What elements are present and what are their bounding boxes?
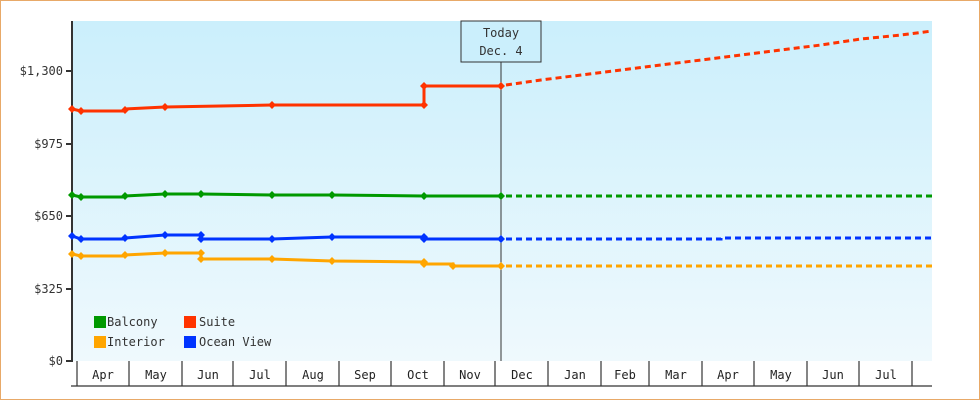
x-tick-label: Aug: [302, 368, 324, 382]
legend-swatch-suite: [184, 316, 196, 328]
plot-area: [72, 21, 932, 361]
x-tick-label: Dec: [511, 368, 533, 382]
legend-label: Ocean View: [199, 335, 272, 349]
x-tick-label: Mar: [665, 368, 687, 382]
legend-label: Interior: [107, 335, 165, 349]
x-tick-label: Jan: [564, 368, 586, 382]
x-axis: [71, 361, 932, 387]
x-tick-label: Jun: [822, 368, 844, 382]
x-tick-label: Jul: [875, 368, 897, 382]
series-balcony: [68, 190, 932, 201]
y-tick-label: $975: [34, 137, 63, 151]
legend-label: Balcony: [107, 315, 158, 329]
x-tick-label: Oct: [407, 368, 429, 382]
series-ocean-view: [68, 231, 932, 243]
legend-swatch-balcony: [94, 316, 106, 328]
x-tick-label: Apr: [717, 368, 739, 382]
legend-label: Suite: [199, 315, 235, 329]
today-date: Dec. 4: [479, 44, 522, 58]
x-tick-label: May: [145, 368, 167, 382]
series-suite: [68, 29, 933, 115]
x-tick-label: May: [770, 368, 792, 382]
x-tick-label: Nov: [459, 368, 481, 382]
y-axis: $0 $325 $650 $975 $1,300: [20, 21, 73, 368]
y-tick-label: $325: [34, 282, 63, 296]
x-tick-label: Jul: [249, 368, 271, 382]
legend: Balcony Suite Interior Ocean View: [94, 315, 272, 349]
x-tick-label: Feb: [614, 368, 636, 382]
y-tick-label: $1,300: [20, 64, 63, 78]
y-tick-label: $650: [34, 209, 63, 223]
x-tick-label: Jun: [197, 368, 219, 382]
y-tick-label: $0: [49, 354, 63, 368]
x-tick-label: Apr: [92, 368, 114, 382]
series-interior: [68, 249, 932, 270]
legend-swatch-ocean-view: [184, 336, 196, 348]
legend-swatch-interior: [94, 336, 106, 348]
today-label: Today: [483, 26, 519, 40]
today-marker: Today Dec. 4: [460, 20, 542, 361]
x-tick-label: Sep: [354, 368, 376, 382]
